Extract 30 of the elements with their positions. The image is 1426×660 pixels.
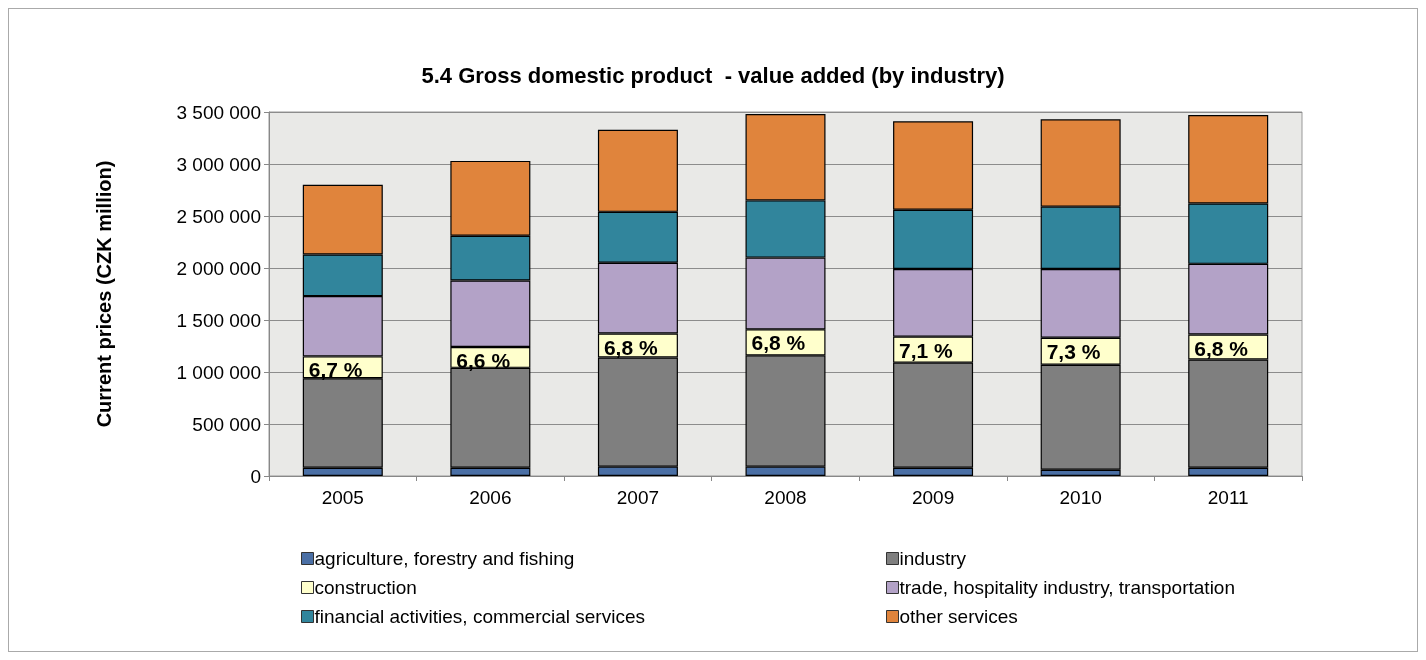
y-tick-label: 0 <box>250 465 261 487</box>
x-tick-label: 2011 <box>1207 487 1249 508</box>
annotation: 6,8 % <box>751 331 806 355</box>
annotation: 6,8 % <box>1194 336 1249 360</box>
y-tick-label: 2 500 000 <box>176 205 261 227</box>
x-tick-label: 2007 <box>616 487 660 508</box>
legend-label: other services <box>899 606 1018 627</box>
x-tick-label: 2006 <box>469 487 512 508</box>
x-tick-label: 2005 <box>321 487 364 508</box>
y-tick-label: 3 500 000 <box>176 101 261 123</box>
x-tick-label: 2008 <box>764 487 807 508</box>
legend-label: trade, hospitality industry, transportation <box>899 577 1235 598</box>
y-tick-label: 2 000 000 <box>176 257 261 279</box>
x-tick-label: 2010 <box>1059 487 1102 508</box>
annotation: 6,7 % <box>308 358 363 382</box>
y-tick-label: 3 000 000 <box>176 153 261 175</box>
x-tick-label: 2009 <box>911 487 955 508</box>
chart-title: 5.4 Gross domestic product - value added (by industry) <box>421 62 1005 88</box>
legend-label: industry <box>899 548 967 569</box>
y-tick-label: 1 000 000 <box>176 361 261 383</box>
annotation: 6,6 % <box>456 349 511 373</box>
legend-label: agriculture, forestry and fishing <box>314 548 575 569</box>
annotation: 7,1 % <box>899 338 954 362</box>
legend-label: financial activities, commercial services <box>314 606 645 627</box>
legend-label: construction <box>314 577 417 598</box>
y-tick-label: 500 000 <box>192 413 261 435</box>
annotation: 7,3 % <box>1046 339 1101 363</box>
annotation: 6,8 % <box>603 335 658 359</box>
y-tick-label: 1 500 000 <box>176 309 261 331</box>
y-axis-title: Current prices (CZK million) <box>93 160 115 428</box>
